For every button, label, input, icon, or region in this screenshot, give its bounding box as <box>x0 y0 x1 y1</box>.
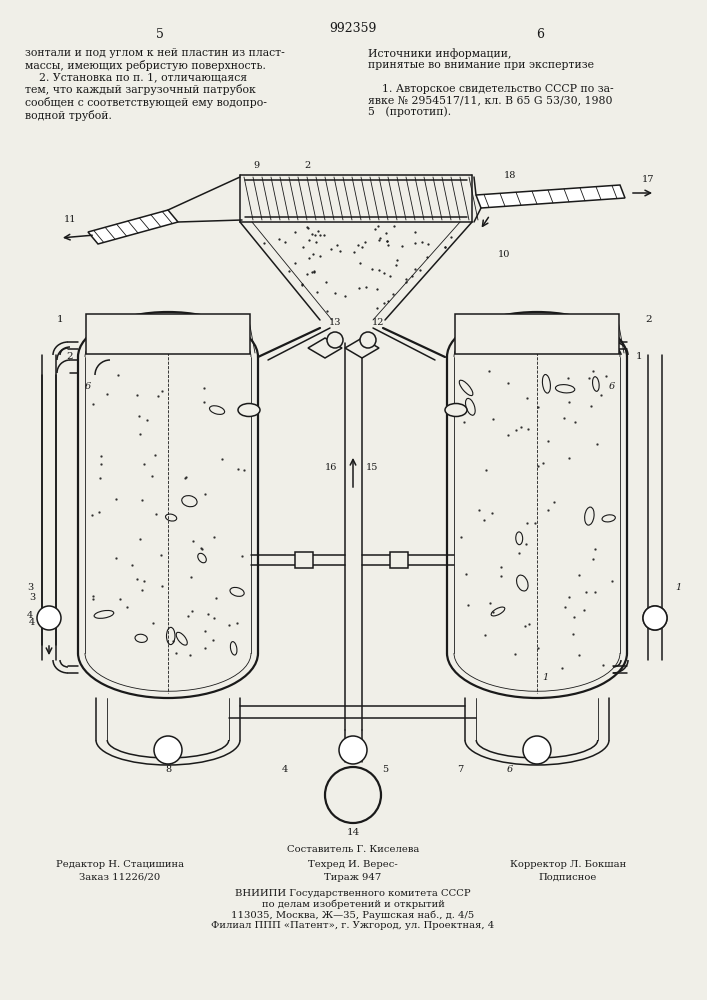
Circle shape <box>327 332 343 348</box>
Text: 3: 3 <box>27 583 33 592</box>
Text: 9: 9 <box>253 161 259 170</box>
Text: 6: 6 <box>536 28 544 41</box>
Text: 2: 2 <box>305 161 311 170</box>
Text: 2: 2 <box>66 352 74 361</box>
Text: 5: 5 <box>156 28 164 41</box>
Text: 12: 12 <box>372 318 384 327</box>
Text: 1: 1 <box>675 583 681 592</box>
Text: 3: 3 <box>29 593 35 602</box>
Circle shape <box>523 736 551 764</box>
Text: 1: 1 <box>57 315 64 324</box>
Text: 15: 15 <box>366 463 378 472</box>
Text: Редактор Н. Стацишина: Редактор Н. Стацишина <box>56 860 184 869</box>
Text: Источники информации,
принятые во внимание при экспертизе

    1. Авторское свид: Источники информации, принятые во вниман… <box>368 48 614 117</box>
Text: 7: 7 <box>457 765 463 774</box>
Text: 2: 2 <box>645 315 653 324</box>
Text: 6: 6 <box>507 765 513 774</box>
Polygon shape <box>308 338 342 358</box>
Circle shape <box>643 606 667 630</box>
Text: 6: 6 <box>85 382 91 391</box>
Text: 8: 8 <box>165 765 171 774</box>
Circle shape <box>643 606 667 630</box>
Text: 4: 4 <box>29 618 35 627</box>
Polygon shape <box>295 552 313 568</box>
Text: 13: 13 <box>329 318 341 327</box>
Polygon shape <box>476 185 625 208</box>
Text: Заказ 11226/20: Заказ 11226/20 <box>79 873 160 882</box>
Circle shape <box>154 736 182 764</box>
Text: зонтали и под углом к ней пластин из пласт-
массы, имеющих ребристую поверхность: зонтали и под углом к ней пластин из пла… <box>25 48 285 121</box>
Ellipse shape <box>238 403 260 416</box>
Polygon shape <box>455 314 619 354</box>
Text: 11: 11 <box>64 215 76 224</box>
Circle shape <box>360 332 376 348</box>
Polygon shape <box>345 338 379 358</box>
Text: 992359: 992359 <box>329 21 377 34</box>
Text: 1: 1 <box>542 673 548 682</box>
Text: 4: 4 <box>282 765 288 774</box>
Polygon shape <box>390 552 408 568</box>
Text: Составитель Г. Киселева: Составитель Г. Киселева <box>287 845 419 854</box>
Text: 16: 16 <box>325 463 337 472</box>
Text: 17: 17 <box>642 175 654 184</box>
Text: 5: 5 <box>382 765 388 774</box>
Text: Тираж 947: Тираж 947 <box>325 873 382 882</box>
Text: 4: 4 <box>27 611 33 620</box>
Text: Подписное: Подписное <box>539 873 597 882</box>
Polygon shape <box>86 314 250 354</box>
Circle shape <box>37 606 61 630</box>
Text: ВНИИПИ Государственного комитета СССР
по делам изобретений и открытий
113035, Мо: ВНИИПИ Государственного комитета СССР по… <box>211 889 495 930</box>
Ellipse shape <box>445 403 467 416</box>
Circle shape <box>325 767 381 823</box>
Text: 10: 10 <box>498 250 510 259</box>
Polygon shape <box>88 210 178 244</box>
Text: 1: 1 <box>636 352 643 361</box>
Text: Техред И. Верес-: Техред И. Верес- <box>308 860 398 869</box>
Text: Корректор Л. Бокшан: Корректор Л. Бокшан <box>510 860 626 869</box>
Text: 14: 14 <box>346 828 360 837</box>
Text: 18: 18 <box>504 171 516 180</box>
Circle shape <box>339 736 367 764</box>
Text: 6: 6 <box>609 382 615 391</box>
